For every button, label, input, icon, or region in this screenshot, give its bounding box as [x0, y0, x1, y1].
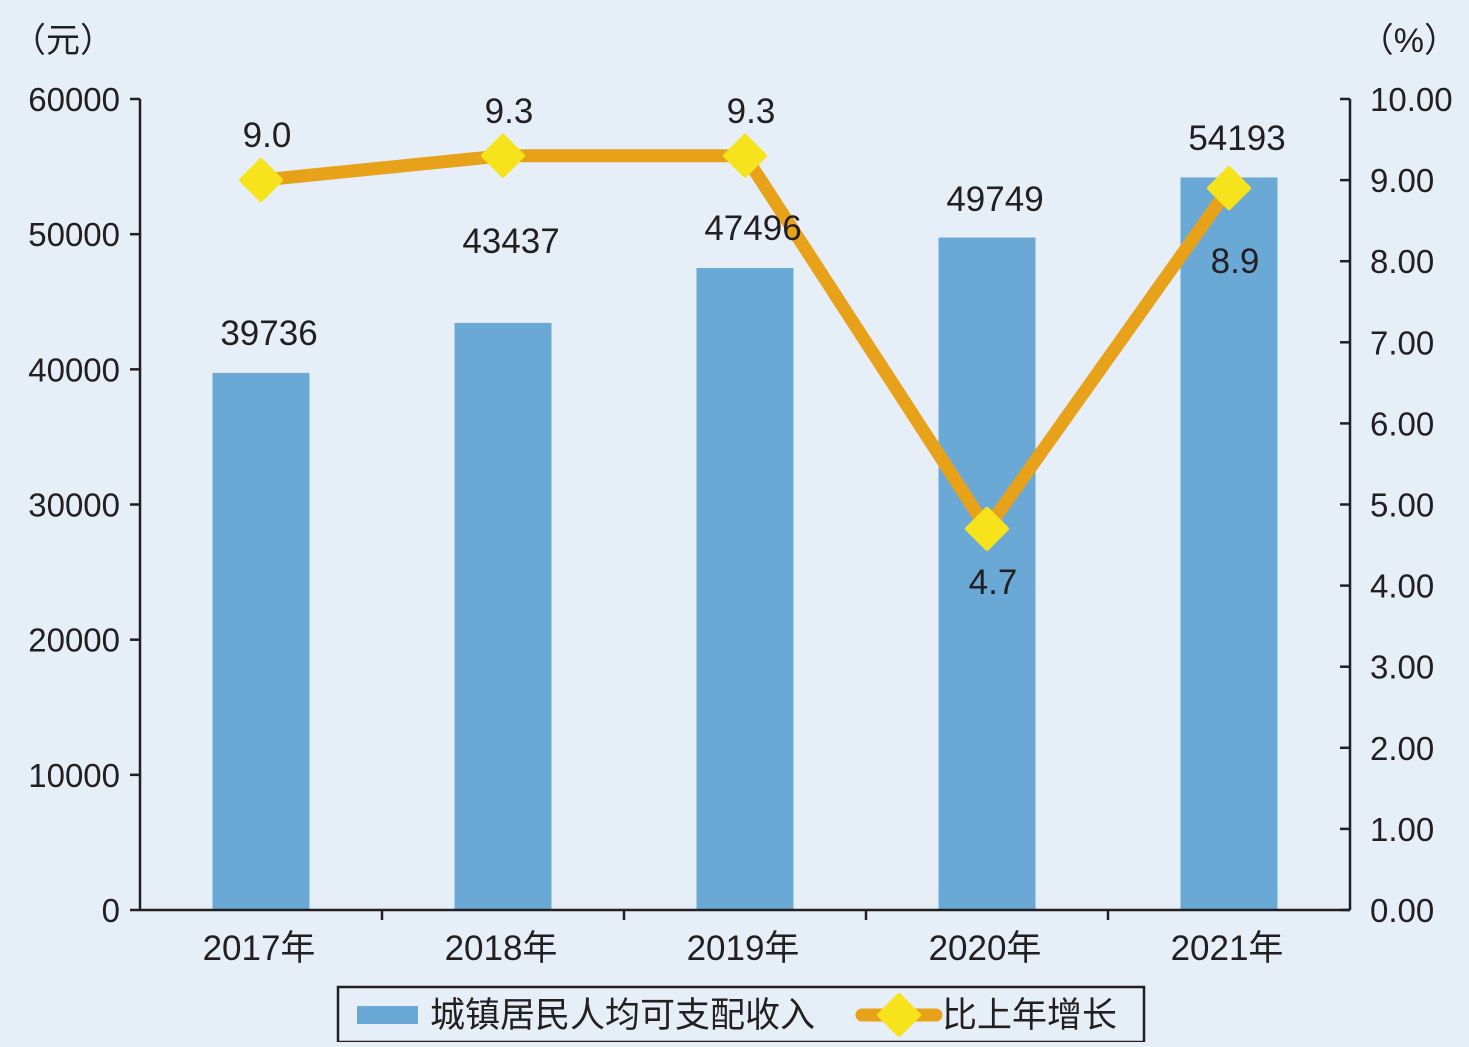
- legend-bar-swatch: [357, 1006, 418, 1024]
- x-tick-label: 2018年: [445, 929, 558, 968]
- right-tick-label: 7.00: [1370, 324, 1434, 361]
- line-point-marker: [723, 133, 767, 178]
- x-tick-label: 2021年: [1171, 929, 1284, 968]
- right-tick-label: 10.00: [1370, 81, 1453, 118]
- line-point-marker: [965, 506, 1009, 551]
- right-tick-label: 5.00: [1370, 487, 1434, 524]
- left-tick-label: 40000: [28, 351, 120, 388]
- right-tick-label: 2.00: [1370, 730, 1434, 767]
- line-value-label: 8.9: [1211, 242, 1260, 281]
- line-point-marker: [239, 158, 283, 203]
- bar-value-label: 39736: [220, 314, 317, 353]
- right-tick-label: 4.00: [1370, 568, 1434, 605]
- bar-value-label: 54193: [1188, 119, 1285, 158]
- left-tick-label: 20000: [28, 622, 120, 659]
- left-tick-label: 30000: [28, 487, 120, 524]
- right-tick-label: 9.00: [1370, 162, 1434, 199]
- bar-value-label: 47496: [704, 209, 801, 248]
- line-value-label: 4.7: [969, 563, 1018, 602]
- line-layer: [239, 133, 1251, 551]
- left-tick-label: 50000: [28, 216, 120, 253]
- legend-layer: 城镇居民人均可支配收入 比上年增长: [336, 985, 1146, 1044]
- bar: [938, 237, 1036, 911]
- left-axis-unit: （元）: [12, 22, 114, 60]
- bar: [696, 268, 794, 910]
- bar: [212, 372, 310, 910]
- bars-layer: [212, 177, 1278, 911]
- right-tick-label: 6.00: [1370, 405, 1434, 442]
- x-tick-label: 2020年: [929, 929, 1042, 968]
- axes-layer: 0 10000 20000 30000 40000 50000 60000 0.00 1.00 2…: [12, 22, 1458, 968]
- legend-line-label: 比上年增长: [942, 996, 1117, 1035]
- x-tick-label: 2017年: [203, 929, 316, 968]
- left-tick-label: 0: [102, 892, 120, 929]
- line-point-marker: [1207, 166, 1251, 211]
- right-tick-label: 0.00: [1370, 892, 1434, 929]
- labels-layer: 39736 43437 47496 49749 54193 9.0 9.3 9.3 4.7 8.9: [220, 92, 1285, 602]
- legend-bar-label: 城镇居民人均可支配收入: [430, 996, 815, 1035]
- x-tick-label: 2019年: [687, 929, 800, 968]
- right-tick-label: 8.00: [1370, 243, 1434, 280]
- right-tick-label: 1.00: [1370, 811, 1434, 848]
- line-value-label: 9.3: [485, 92, 534, 131]
- bar: [454, 322, 552, 910]
- line-point-marker: [481, 133, 525, 178]
- legend-line-marker: [877, 993, 921, 1037]
- right-axis-unit: （%）: [1360, 22, 1458, 60]
- line-value-label: 9.0: [243, 116, 292, 155]
- bar: [1180, 177, 1278, 911]
- left-tick-label: 60000: [28, 81, 120, 118]
- line-value-label: 9.3: [727, 92, 776, 131]
- left-tick-label: 10000: [28, 757, 120, 794]
- bar-value-label: 49749: [946, 180, 1043, 219]
- right-tick-label: 3.00: [1370, 649, 1434, 686]
- bar-value-label: 43437: [462, 222, 559, 261]
